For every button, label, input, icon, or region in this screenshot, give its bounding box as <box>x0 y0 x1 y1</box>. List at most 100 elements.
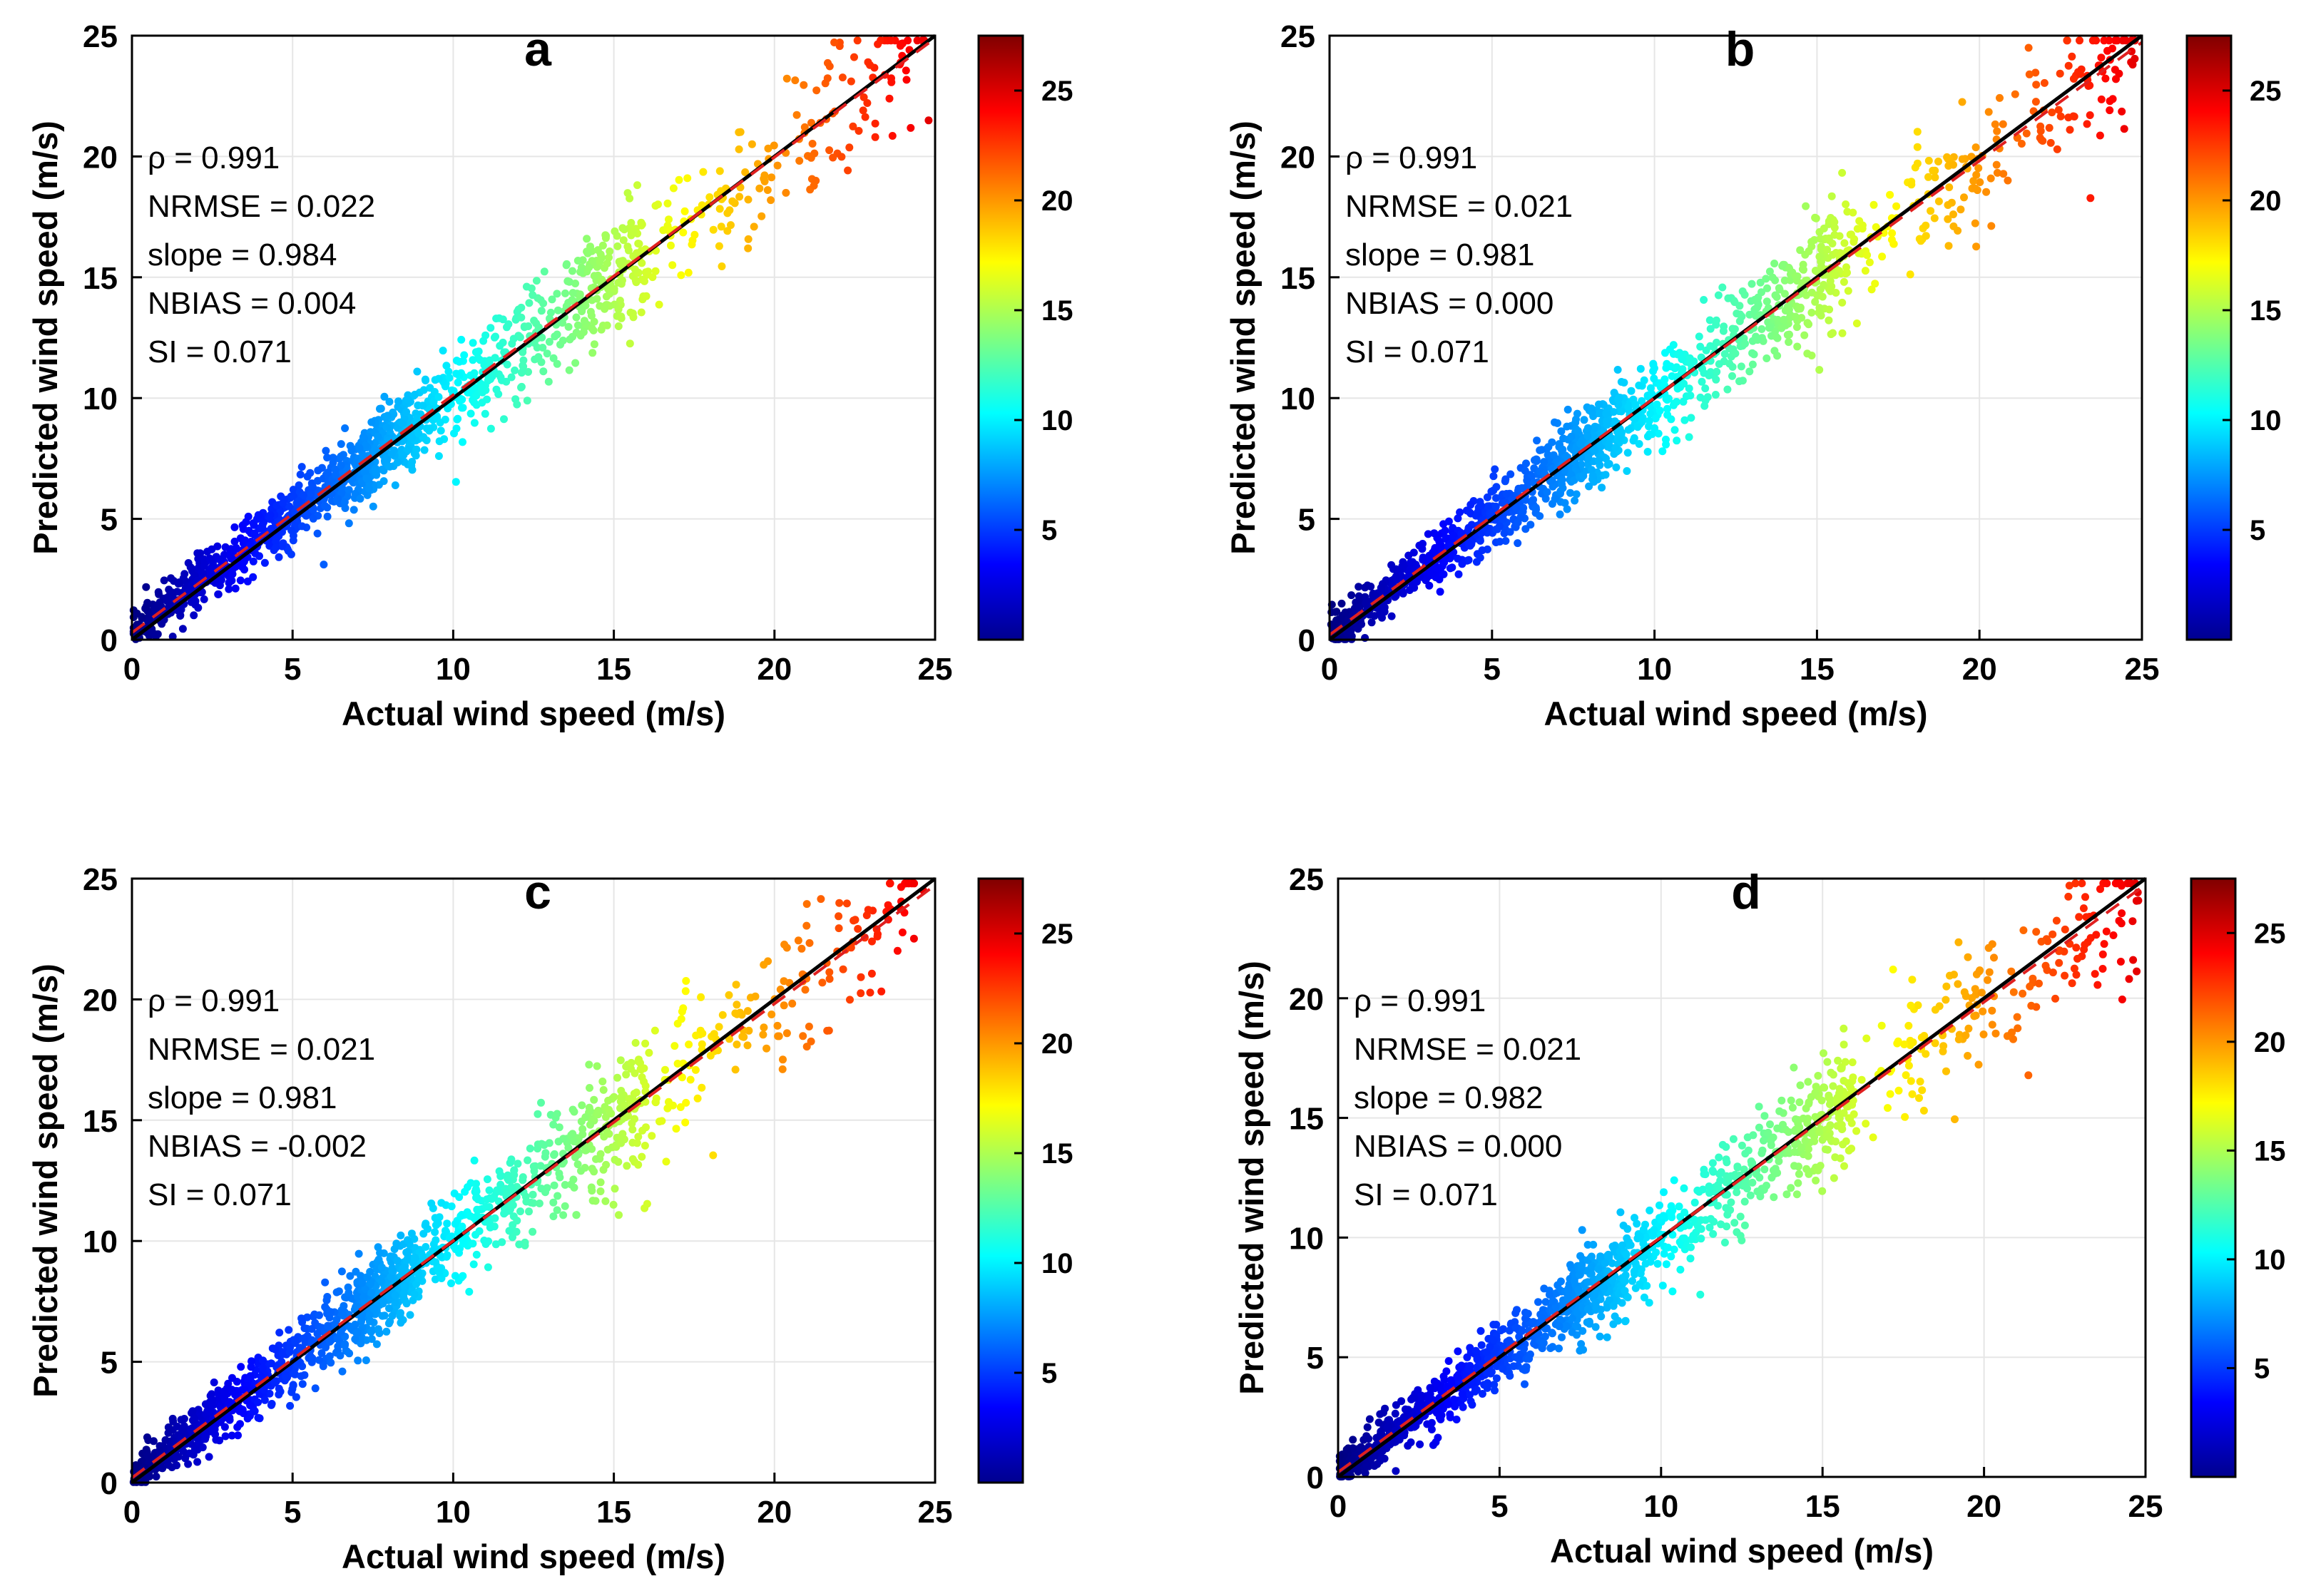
scatter-point <box>481 409 489 418</box>
scatter-point <box>723 209 732 218</box>
scatter-point <box>593 1062 601 1070</box>
scatter-point <box>1982 188 1991 196</box>
scatter-point <box>1646 384 1655 392</box>
scatter-point <box>1409 548 1418 557</box>
scatter-point <box>1785 305 1793 314</box>
scatter-point <box>1906 270 1914 279</box>
scatter-point <box>443 1251 451 1259</box>
scatter-point <box>260 1386 268 1394</box>
scatter-point <box>626 339 634 348</box>
scatter-point <box>360 434 369 442</box>
y-tick-label: 15 <box>83 1104 118 1139</box>
scatter-point <box>1579 471 1588 480</box>
scatter-point <box>1378 613 1386 622</box>
scatter-point <box>444 367 453 376</box>
scatter-point <box>478 384 486 393</box>
scatter-point <box>420 446 429 454</box>
scatter-point <box>320 561 328 569</box>
scatter-point <box>710 1030 718 1038</box>
scatter-point <box>2056 112 2065 121</box>
scatter-point <box>561 289 569 297</box>
scatter-point <box>1603 1333 1611 1341</box>
scatter-point <box>143 1451 152 1460</box>
scatter-point <box>1645 416 1653 425</box>
scatter-point <box>1523 476 1531 485</box>
scatter-point <box>529 1190 537 1199</box>
scatter-point <box>573 257 582 265</box>
scatter-point <box>1595 409 1603 418</box>
scatter-point <box>1958 98 1966 106</box>
scatter-point <box>627 219 636 227</box>
scatter-point <box>546 308 555 317</box>
scatter-point <box>2066 126 2074 134</box>
scatter-point <box>327 1359 335 1367</box>
scatter-point <box>456 1212 465 1220</box>
scatter-point <box>1587 404 1596 413</box>
scatter-point <box>345 1289 353 1297</box>
scatter-point <box>540 267 549 276</box>
scatter-point <box>266 511 275 519</box>
scatter-point <box>1585 482 1593 491</box>
scatter-point <box>1979 1030 1988 1038</box>
x-tick-label: 25 <box>918 652 953 687</box>
scatter-point <box>1944 242 1953 250</box>
scatter-point <box>1748 360 1757 369</box>
scatter-point <box>447 1279 455 1287</box>
scatter-point <box>1892 202 1901 210</box>
scatter-point <box>325 1308 334 1316</box>
scatter-point <box>857 973 865 981</box>
scatter-point <box>340 1311 348 1320</box>
scatter-point <box>698 1083 706 1092</box>
scatter-point <box>587 312 596 320</box>
scatter-point <box>1786 276 1795 285</box>
scatter-point <box>158 1464 167 1473</box>
scatter-point <box>1988 1020 1996 1029</box>
scatter-point <box>289 486 297 494</box>
scatter-point <box>1631 414 1640 423</box>
scatter-point <box>172 1452 180 1461</box>
scatter-point <box>1984 943 1993 952</box>
scatter-point <box>615 1211 623 1219</box>
scatter-point <box>346 1272 354 1280</box>
scatter-point <box>466 409 475 418</box>
scatter-point <box>717 222 725 231</box>
scatter-point <box>1664 394 1673 403</box>
colorbar-tick-label: 10 <box>1041 405 1073 436</box>
scatter-point <box>601 1197 610 1205</box>
scatter-point <box>271 1345 280 1354</box>
scatter-point <box>249 573 257 581</box>
scatter-point <box>421 375 429 384</box>
scatter-point <box>1754 293 1762 302</box>
scatter-point <box>249 1407 257 1416</box>
scatter-point <box>332 1288 341 1296</box>
scatter-point <box>375 1329 384 1337</box>
scatter-point <box>1650 374 1658 383</box>
scatter-point <box>665 215 673 224</box>
scatter-point <box>1501 475 1510 484</box>
scatter-point <box>308 1354 317 1363</box>
scatter-point <box>1611 417 1619 426</box>
scatter-point <box>1673 363 1681 372</box>
scatter-point <box>180 570 189 578</box>
scatter-point <box>1454 554 1462 563</box>
scatter-point <box>571 1153 579 1162</box>
scatter-point <box>1392 573 1400 581</box>
y-tick-label: 20 <box>83 140 118 175</box>
scatter-point <box>1527 498 1536 506</box>
scatter-point <box>1558 476 1566 484</box>
scatter-point <box>651 202 660 210</box>
scatter-point <box>1706 324 1715 333</box>
scatter-point <box>553 1192 562 1200</box>
scatter-point <box>2046 138 2055 147</box>
scatter-point <box>1466 541 1474 550</box>
scatter-point <box>866 988 874 997</box>
scatter-point <box>1763 284 1771 292</box>
scatter-point <box>1956 205 1965 214</box>
scatter-point <box>642 292 651 300</box>
scatter-point <box>346 441 354 450</box>
scatter-point <box>579 328 588 337</box>
scatter-point <box>2037 135 2046 144</box>
scatter-point <box>1807 308 1816 317</box>
scatter-point <box>1514 539 1522 548</box>
